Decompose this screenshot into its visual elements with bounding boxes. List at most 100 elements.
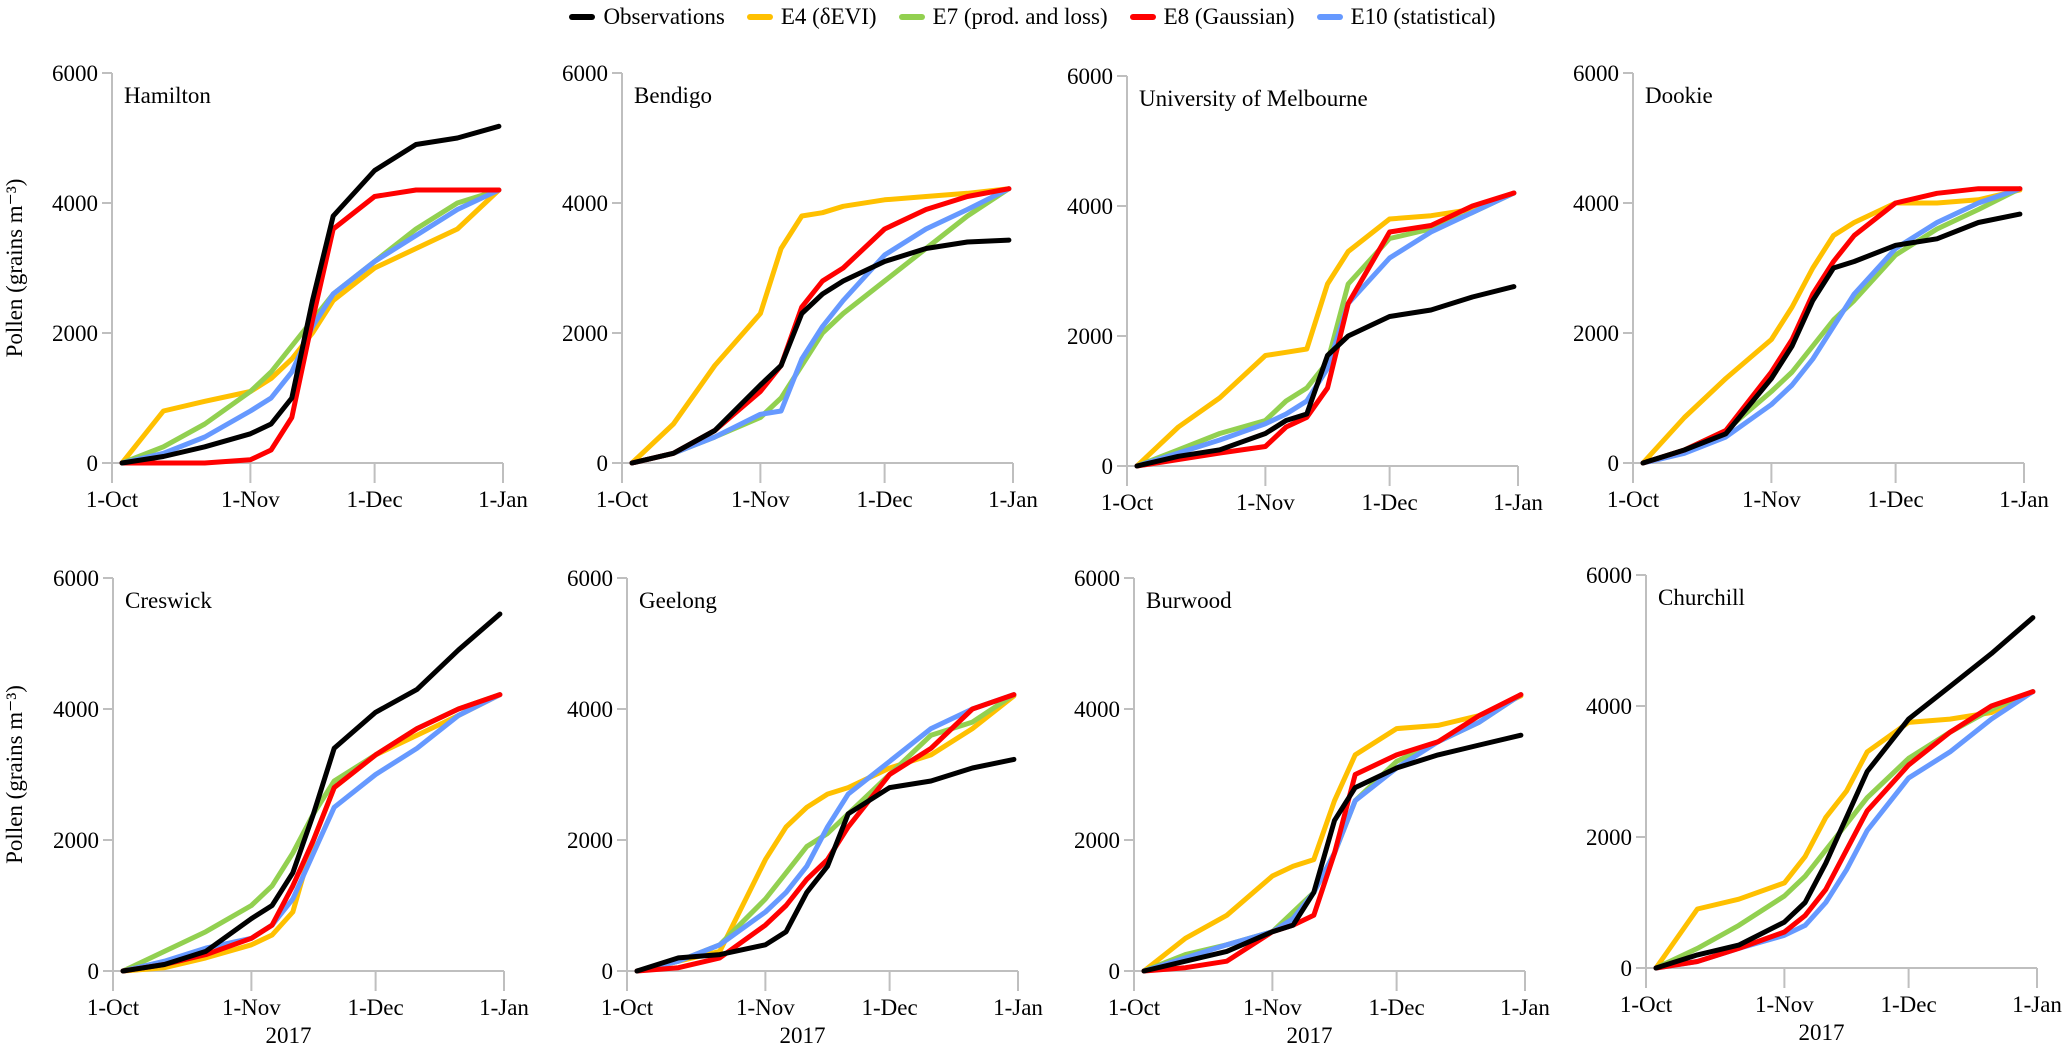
x-tick-label: 1-Dec — [347, 487, 403, 512]
y-tick-label: 0 — [1109, 959, 1121, 984]
y-axis-label: Pollen (grains m⁻³) — [2, 685, 27, 864]
y-tick-label: 0 — [1621, 956, 1633, 981]
x-tick-label: 1-Dec — [1881, 992, 1937, 1017]
series-line-e4 — [629, 186, 1012, 466]
series-line-e10 — [1640, 186, 2023, 466]
series-line-e4 — [120, 692, 503, 974]
series-line-observations — [119, 123, 502, 466]
x-tick-label: 1-Jan — [2012, 992, 2062, 1017]
series-line-observations — [120, 611, 503, 974]
series-line-e7 — [119, 187, 502, 466]
panel-title: Dookie — [1645, 83, 1713, 108]
x-tick-label: 1-Nov — [1742, 487, 1801, 512]
series-line-e8 — [634, 692, 1017, 974]
y-tick-label: 2000 — [1074, 828, 1120, 853]
y-tick-label: 4000 — [1573, 191, 1619, 216]
y-tick-label: 2000 — [562, 321, 608, 346]
x-tick-label: 1-Oct — [1101, 490, 1154, 515]
y-tick-label: 4000 — [1586, 694, 1632, 719]
series-line-e10 — [629, 186, 1012, 466]
legend-item-e7: E7 (prod. and loss) — [898, 4, 1108, 30]
panel-geelong: 0 2000 4000 6000 1-Oct 1-Nov 1-Dec 1-Jan Geelong… — [567, 566, 1043, 1048]
x-tick-label: 1-Dec — [1362, 490, 1418, 515]
x-tick-label: 1-Nov — [1243, 995, 1302, 1020]
y-tick-label: 6000 — [1074, 566, 1120, 591]
series-line-e4 — [1653, 689, 2036, 971]
y-tick-label: 6000 — [53, 566, 99, 591]
x-tick-label: 1-Jan — [993, 995, 1043, 1020]
series-line-observations — [1134, 284, 1517, 469]
panel-title: University of Melbourne — [1139, 86, 1368, 111]
panel-title: Creswick — [125, 588, 212, 613]
series-line-e7 — [120, 692, 503, 974]
panel-creswick: 0 2000 4000 6000 1-Oct 1-Nov 1-Dec 1-Jan Creswic… — [2, 566, 529, 1048]
y-tick-label: 6000 — [567, 566, 613, 591]
panel-university-of-melbourne: 0 2000 4000 6000 1-Oct 1-Nov 1-Dec 1-Jan Univers… — [1067, 64, 1543, 515]
y-tick-label: 0 — [597, 451, 609, 476]
legend-swatch — [898, 14, 925, 20]
x-tick-label: 1-Nov — [1236, 490, 1295, 515]
x-tick-label: 1-Dec — [1369, 995, 1425, 1020]
y-tick-label: 4000 — [562, 191, 608, 216]
x-tick-label: 1-Oct — [1620, 992, 1673, 1017]
y-tick-label: 2000 — [1067, 324, 1113, 349]
legend: Observations E4 (δEVI) E7 (prod. and los… — [0, 0, 2065, 34]
x-tick-label: 1-Jan — [478, 487, 528, 512]
series-line-observations — [1640, 211, 2023, 466]
x-tick-label: 1-Nov — [222, 995, 281, 1020]
series-line-e7 — [1134, 190, 1517, 469]
series-line-e8 — [1141, 692, 1524, 974]
legend-label: Observations — [603, 4, 725, 29]
x-tick-label: 1-Oct — [86, 487, 139, 512]
x-tick-label: 1-Nov — [736, 995, 795, 1020]
y-tick-label: 2000 — [1586, 825, 1632, 850]
series-line-observations — [1141, 732, 1524, 974]
y-tick-label: 2000 — [567, 828, 613, 853]
x-tick-label: 1-Jan — [1493, 490, 1543, 515]
x-axis-label: 2017 — [1287, 1023, 1333, 1048]
x-tick-label: 1-Jan — [479, 995, 529, 1020]
legend-label: E8 (Gaussian) — [1163, 4, 1295, 29]
panel-title: Bendigo — [634, 83, 712, 108]
x-tick-label: 1-Jan — [1500, 995, 1550, 1020]
legend-item-e10: E10 (statistical) — [1316, 4, 1496, 30]
y-tick-label: 6000 — [52, 61, 98, 86]
x-tick-label: 1-Nov — [221, 487, 280, 512]
series-line-e4 — [1141, 693, 1524, 974]
x-tick-label: 1-Dec — [857, 487, 913, 512]
x-tick-label: 1-Oct — [596, 487, 649, 512]
legend-item-e8: E8 (Gaussian) — [1129, 4, 1295, 30]
panel-title: Geelong — [639, 588, 717, 613]
panel-burwood: 0 2000 4000 6000 1-Oct 1-Nov 1-Dec 1-Jan Burwood… — [1074, 566, 1550, 1048]
y-tick-label: 6000 — [562, 61, 608, 86]
series-line-e8 — [1653, 689, 2036, 971]
x-tick-label: 1-Dec — [1868, 487, 1924, 512]
series-line-e8 — [120, 692, 503, 974]
x-axis-label: 2017 — [780, 1023, 826, 1048]
series-line-observations — [629, 237, 1012, 466]
y-tick-label: 0 — [88, 959, 100, 984]
panel-title: Burwood — [1146, 588, 1232, 613]
y-tick-label: 0 — [1102, 454, 1114, 479]
legend-item-observations: Observations — [569, 4, 725, 30]
x-tick-label: 1-Oct — [87, 995, 140, 1020]
x-tick-label: 1-Oct — [1108, 995, 1161, 1020]
y-tick-label: 0 — [87, 451, 99, 476]
x-tick-label: 1-Oct — [601, 995, 654, 1020]
y-tick-label: 4000 — [52, 191, 98, 216]
x-tick-label: 1-Nov — [1755, 992, 1814, 1017]
series-line-observations — [1653, 615, 2036, 971]
y-axis-label: Pollen (grains m⁻³) — [2, 179, 27, 358]
panel-bendigo: 0 2000 4000 6000 1-Oct 1-Nov 1-Dec 1-Jan Bendigo — [562, 61, 1038, 512]
series-line-e8 — [119, 187, 502, 466]
y-tick-label: 4000 — [567, 697, 613, 722]
legend-swatch — [746, 14, 773, 20]
series-line-e8 — [1640, 186, 2023, 466]
panel-dookie: 0 2000 4000 6000 1-Oct 1-Nov 1-Dec 1-Jan Dookie — [1573, 61, 2049, 512]
series-line-e4 — [1134, 190, 1517, 469]
legend-label: E10 (statistical) — [1350, 4, 1496, 29]
x-axis-label: 2017 — [266, 1023, 312, 1048]
series-line-e8 — [1134, 190, 1517, 469]
y-tick-label: 0 — [1608, 451, 1620, 476]
x-tick-label: 1-Jan — [988, 487, 1038, 512]
